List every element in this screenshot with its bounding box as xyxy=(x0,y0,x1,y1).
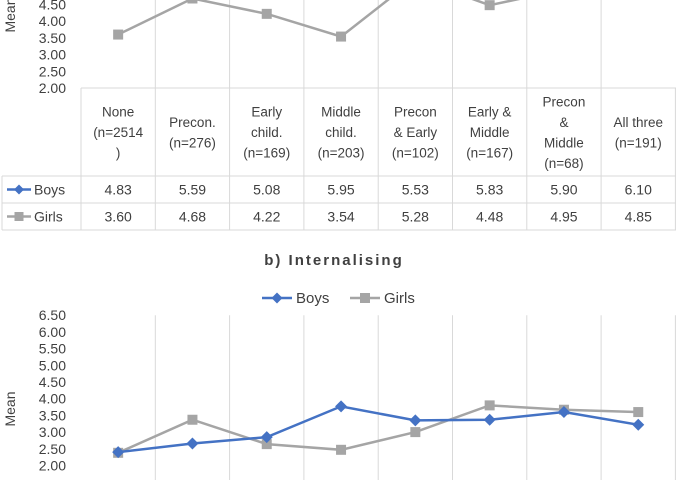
table-cell: 3.60 xyxy=(105,209,132,225)
category-label: child. xyxy=(325,125,357,140)
table-cell: 5.83 xyxy=(476,182,503,198)
category-label: None xyxy=(102,105,134,120)
series-line-girls xyxy=(117,404,639,454)
point-girls xyxy=(336,31,347,42)
category-label: (n=2514 xyxy=(93,125,143,140)
category-label: (n=102) xyxy=(392,146,439,161)
point-girls xyxy=(261,439,272,450)
y-tick-label: 2.00 xyxy=(39,458,66,474)
category-label: (n=169) xyxy=(243,146,290,161)
y-tick-label: 2.50 xyxy=(39,63,66,79)
y-tick-label: 2.50 xyxy=(39,441,66,457)
category-label: Middle xyxy=(470,125,510,140)
point-girls xyxy=(633,407,644,418)
y-tick-label: 2.00 xyxy=(39,80,66,96)
row-label-boys: Boys xyxy=(34,182,65,198)
point-girls xyxy=(261,8,272,19)
y-tick-label: 4.00 xyxy=(39,391,66,407)
point-boys xyxy=(112,446,125,459)
legend: Boys Girls xyxy=(262,290,415,307)
legend-label-boys: Boys xyxy=(296,290,329,307)
top-series-lines xyxy=(113,0,521,42)
legend-marker-boys xyxy=(271,292,283,304)
category-label: (n=276) xyxy=(169,135,216,150)
series-line-girls xyxy=(117,0,521,38)
table-cell: 5.28 xyxy=(402,209,429,225)
y-tick-label: 3.50 xyxy=(39,30,66,46)
table-cell: 3.54 xyxy=(327,209,354,225)
table-cell: 4.22 xyxy=(253,209,280,225)
table-cell: 5.90 xyxy=(550,182,577,198)
row-label-girls: Girls xyxy=(34,209,63,225)
point-boys xyxy=(557,406,570,419)
point-girls xyxy=(484,0,495,11)
category-label: ) xyxy=(116,146,121,161)
table-cell: 4.68 xyxy=(179,209,206,225)
point-girls xyxy=(336,444,347,455)
y-tick-label: 3.00 xyxy=(39,424,66,440)
legend-label-girls: Girls xyxy=(384,290,415,307)
point-girls xyxy=(187,0,198,4)
category-label: Early xyxy=(251,105,282,120)
data-table: None (n=2514) Precon. (n=276) Early child. (n=… xyxy=(1,88,676,231)
point-boys xyxy=(632,418,645,431)
table-cell: 5.08 xyxy=(253,182,280,198)
y-tick-label: 3.50 xyxy=(39,407,66,423)
table-cell: 4.95 xyxy=(550,209,577,225)
category-label: Precon xyxy=(543,94,586,109)
bottom-series-lines xyxy=(112,400,645,459)
table-cell: 5.53 xyxy=(402,182,429,198)
top-ylabel: Mean xyxy=(2,0,18,33)
category-label: (n=203) xyxy=(318,146,365,161)
category-label: Precon. xyxy=(169,115,216,130)
y-tick-label: 6.50 xyxy=(39,307,66,323)
bottom-gridlines xyxy=(154,315,676,480)
top-y-tick-labels: 2.002.503.003.504.004.50 xyxy=(39,0,66,96)
y-tick-label: 4.50 xyxy=(39,374,66,390)
y-tick-label: 3.00 xyxy=(39,47,66,63)
point-boys xyxy=(186,437,199,450)
bottom-y-tick-labels: 2.002.503.003.504.004.505.005.506.006.50 xyxy=(39,307,66,473)
legend-marker-boys xyxy=(14,184,24,195)
y-tick-label: 6.00 xyxy=(39,324,66,340)
legend-marker-girls xyxy=(14,212,24,221)
y-tick-label: 5.00 xyxy=(39,357,66,373)
point-girls xyxy=(113,29,124,40)
category-label: (n=191) xyxy=(615,135,662,150)
table-cell: 4.48 xyxy=(476,209,503,225)
table-cell: 5.59 xyxy=(179,182,206,198)
chart-title: b) Internalising xyxy=(264,252,404,269)
table-cell: 4.85 xyxy=(625,209,652,225)
point-boys xyxy=(260,431,273,444)
bottom-ylabel: Mean xyxy=(2,391,18,426)
table-cell: 4.83 xyxy=(105,182,132,198)
point-girls xyxy=(187,414,198,425)
externalising-panel: Mean 2.002.503.003.504.004.50 None (n=251… xyxy=(1,0,676,231)
category-label: All three xyxy=(613,115,663,130)
category-label: (n=167) xyxy=(466,146,513,161)
top-gridlines xyxy=(81,0,676,89)
category-label: Precon xyxy=(394,105,437,120)
category-label: & Early xyxy=(394,125,438,140)
legend-marker-girls xyxy=(360,293,370,303)
category-label: Early & xyxy=(468,105,512,120)
category-label: child. xyxy=(251,125,283,140)
table-cell: 5.95 xyxy=(327,182,354,198)
y-tick-label: 4.00 xyxy=(39,13,66,29)
point-boys xyxy=(409,414,422,427)
point-boys xyxy=(335,400,348,413)
internalising-panel: b) Internalising Boys Girls Mean 2.002.50… xyxy=(2,252,676,480)
category-label: & xyxy=(559,115,568,130)
y-tick-label: 4.50 xyxy=(39,0,66,13)
category-label: Middle xyxy=(544,135,584,150)
point-girls xyxy=(484,400,495,411)
y-tick-label: 5.50 xyxy=(39,341,66,357)
series-line-boys xyxy=(118,405,639,454)
category-label: Middle xyxy=(321,105,361,120)
point-boys xyxy=(483,413,496,426)
category-label: (n=68) xyxy=(544,156,583,171)
point-girls xyxy=(410,427,421,438)
table-cell: 6.10 xyxy=(625,182,652,198)
